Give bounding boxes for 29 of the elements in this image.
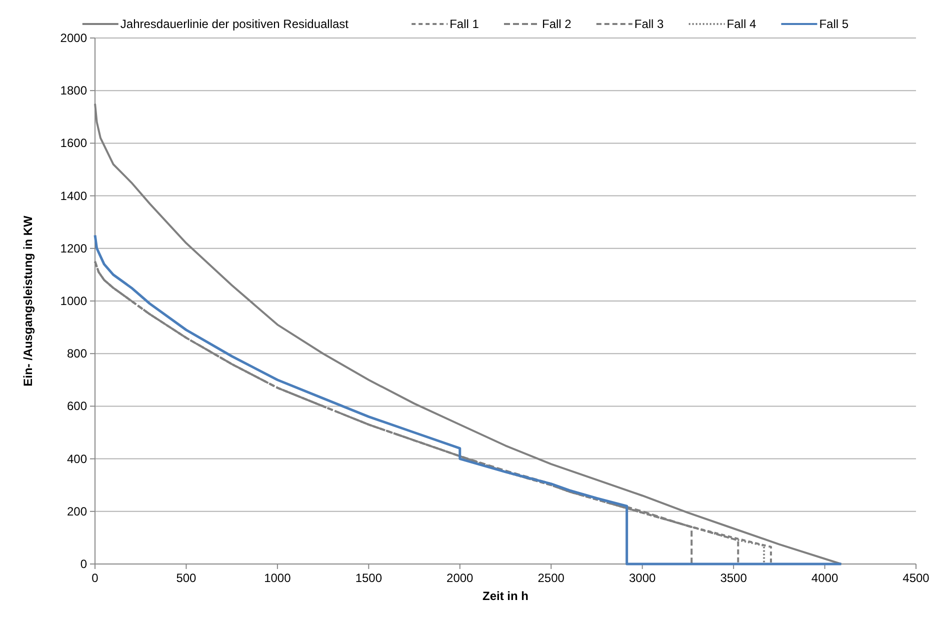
y-tick-label: 1800 (60, 84, 88, 98)
x-tick-label: 3000 (628, 571, 656, 585)
y-tick-label: 400 (66, 452, 88, 466)
legend-label: Fall 3 (634, 17, 664, 31)
y-tick-label: 0 (80, 557, 88, 571)
y-tick-label: 1200 (60, 241, 88, 256)
y-tick-label: 600 (66, 399, 88, 414)
legend-label: Fall 2 (542, 17, 572, 31)
x-tick-label: 3500 (720, 571, 748, 585)
x-tick-label: 4000 (811, 571, 838, 585)
legend-label: Fall 4 (726, 17, 756, 31)
y-tick-label: 800 (66, 346, 88, 361)
x-tick-label: 4500 (902, 571, 930, 585)
legend-label: Fall 1 (450, 17, 480, 31)
x-axis-title: Zeit in h (482, 589, 528, 603)
y-tick-label: 1400 (60, 188, 88, 203)
y-tick-label: 1000 (60, 294, 88, 308)
x-tick-label: 500 (176, 571, 197, 585)
y-axis-title: Ein- /Ausgangsleistung in KW (21, 214, 35, 386)
x-tick-label: 1500 (355, 571, 382, 585)
x-tick-label: 0 (92, 571, 99, 585)
y-tick-label: 1600 (60, 136, 88, 150)
legend-label: Fall 5 (819, 17, 849, 31)
y-tick-label: 200 (66, 504, 88, 518)
x-tick-label: 2500 (538, 571, 565, 585)
y-tick-label: 2000 (60, 31, 88, 45)
x-tick-label: 1000 (264, 571, 292, 585)
x-tick-label: 2000 (446, 571, 474, 585)
legend-label: Jahresdauerlinie der positiven Residuallast (120, 17, 350, 31)
